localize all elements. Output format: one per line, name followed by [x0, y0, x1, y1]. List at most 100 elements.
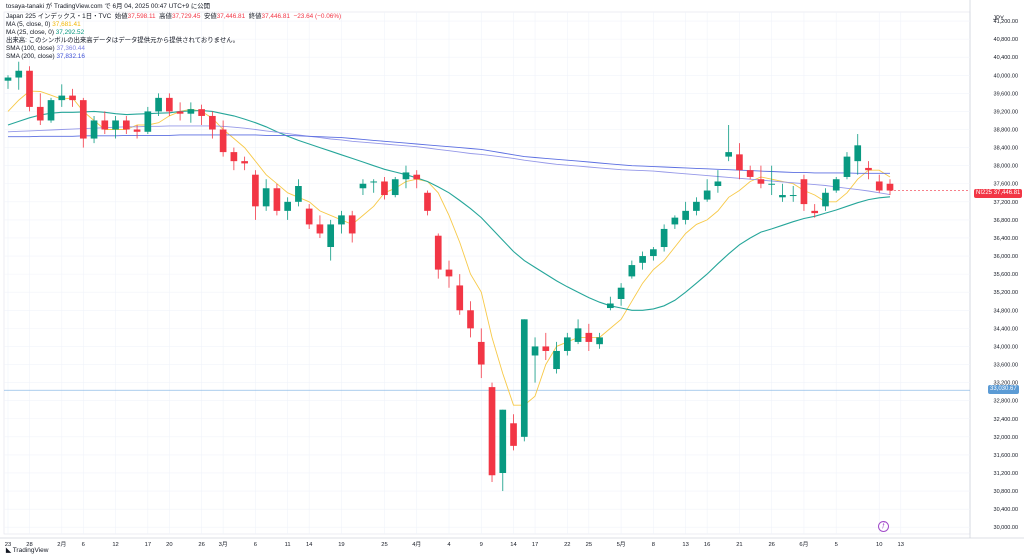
- candle-body: [628, 265, 636, 277]
- candle-body: [15, 70, 23, 78]
- candle-body: [101, 120, 109, 130]
- plot-border: [3, 11, 971, 535]
- price-tick-label: 40,800.00: [994, 37, 1018, 43]
- candle-body: [284, 201, 291, 211]
- time-tick-label: 6月: [799, 541, 808, 548]
- time-tick-label: 23: [5, 542, 11, 548]
- price-tick-label: 32,800.00: [994, 399, 1018, 405]
- candle-body: [650, 249, 657, 257]
- time-tick-label: 12: [112, 542, 118, 548]
- candle-body: [176, 111, 184, 114]
- candle-body: [445, 269, 453, 277]
- time-tick-label: 5: [835, 542, 838, 548]
- candle-body: [563, 337, 571, 351]
- candle-body: [553, 350, 560, 370]
- candle-body: [832, 179, 840, 191]
- candle-body: [402, 172, 410, 180]
- time-tick-label: 13: [682, 542, 688, 548]
- candle-body: [660, 228, 668, 248]
- candle-body: [112, 120, 119, 130]
- price-tick-label: 37,600.00: [994, 182, 1018, 188]
- price-tick-label: 36,800.00: [994, 218, 1018, 224]
- candle-body: [122, 120, 130, 130]
- candle-body: [714, 181, 722, 186]
- candle-body: [133, 129, 141, 132]
- candle-body: [639, 256, 646, 263]
- candle-body: [671, 217, 679, 225]
- time-tick-label: 16: [704, 542, 710, 548]
- time-tick-label: 14: [306, 542, 313, 548]
- chart-grid: [0, 0, 1024, 539]
- candle-body: [295, 186, 302, 202]
- candle-body: [47, 100, 55, 121]
- time-tick-label: 6: [82, 542, 85, 548]
- currency-label: JPY: [992, 16, 1004, 22]
- time-tick-label: 21: [736, 542, 742, 548]
- price-tick-label: 36,000.00: [994, 254, 1018, 260]
- indicator-lines: [7, 90, 970, 406]
- time-tick-label: 11: [285, 542, 291, 548]
- candle-body: [219, 129, 227, 153]
- candle-body: [617, 287, 625, 299]
- price-tick-label: 34,800.00: [994, 308, 1018, 314]
- last-price-tag: NI225 37,446.81: [974, 189, 1023, 198]
- price-tick-label: 38,000.00: [994, 164, 1018, 170]
- price-tick-label: 38,800.00: [994, 128, 1018, 134]
- time-tick-label: 4月: [412, 541, 421, 548]
- candle-body: [768, 183, 776, 185]
- candle-body: [456, 285, 464, 311]
- candle-body: [4, 77, 12, 81]
- price-tick-label: 41,200.00: [994, 19, 1018, 25]
- price-tick-label: 33,200.00: [994, 381, 1018, 387]
- candle-body: [875, 181, 883, 191]
- candle-body: [811, 210, 819, 214]
- time-tick-label: 6: [254, 542, 257, 548]
- price-tick-label: 34,000.00: [994, 344, 1018, 350]
- candle-body: [596, 337, 603, 345]
- time-tick-label: 13: [898, 542, 904, 548]
- candle-body: [252, 174, 259, 207]
- candle-body: [477, 341, 485, 365]
- price-tick-label: 34,400.00: [994, 326, 1018, 332]
- tradingview-logo: ◣ TradingView: [6, 547, 49, 554]
- candle-body: [725, 152, 732, 157]
- candle-body: [413, 174, 421, 180]
- candle-body: [779, 195, 786, 198]
- time-tick-label: 9: [480, 542, 483, 548]
- ma5-line: [7, 90, 891, 406]
- indicator-sma100[interactable]: SMA (100, close) 37,360.44: [6, 45, 85, 52]
- candle-body: [607, 303, 614, 309]
- candle-body: [703, 190, 711, 200]
- ma25-line: [7, 109, 891, 311]
- candle-body: [467, 310, 474, 329]
- price-tick-label: 37,200.00: [994, 200, 1018, 206]
- candle-body: [198, 109, 205, 116]
- price-tick-label: 38,400.00: [994, 146, 1018, 152]
- candle-body: [262, 188, 270, 207]
- time-tick-label: 8: [652, 542, 655, 548]
- price-axis[interactable]: 30,000.00 30,400.00 30,800.00 31,200.00 31,6…: [994, 19, 1018, 531]
- event-marker-icon[interactable]: ƒ: [878, 521, 889, 532]
- time-tick-label: 28: [26, 542, 32, 548]
- candle-body: [241, 161, 248, 164]
- candle-body: [865, 167, 872, 171]
- indicator-volume[interactable]: 出来高: このシンボルの出来高データはデータ提供元から提供されておりません。: [6, 37, 240, 44]
- candle-body: [155, 97, 162, 112]
- indicator-sma200[interactable]: SMA (200, close) 37,832.16: [6, 53, 85, 60]
- candle-body: [886, 183, 894, 191]
- candle-body: [209, 115, 216, 130]
- candle-body: [746, 170, 754, 177]
- candle-body: [69, 95, 76, 101]
- indicator-ma5[interactable]: MA (5, close, 0) 37,681.41: [6, 21, 81, 28]
- time-tick-label: 26: [198, 542, 204, 548]
- candle-body: [800, 179, 808, 205]
- indicator-ma25[interactable]: MA (25, close, 0) 37,292.52: [6, 29, 85, 36]
- time-axis[interactable]: 23 28 2月 6 12 17 20 26 3月 6 11 14 19 25 4月 4 9 14 17 22 25 5月…: [5, 541, 904, 548]
- time-tick-label: 2月: [57, 541, 66, 548]
- time-tick-label: 17: [145, 542, 151, 548]
- candle-body: [693, 201, 700, 211]
- candle-body: [166, 97, 173, 112]
- candle-body: [370, 181, 378, 183]
- ohlc-legend: Japan 225 インデックス・1日・TVC 始値37,598.11 高値37…: [6, 13, 342, 20]
